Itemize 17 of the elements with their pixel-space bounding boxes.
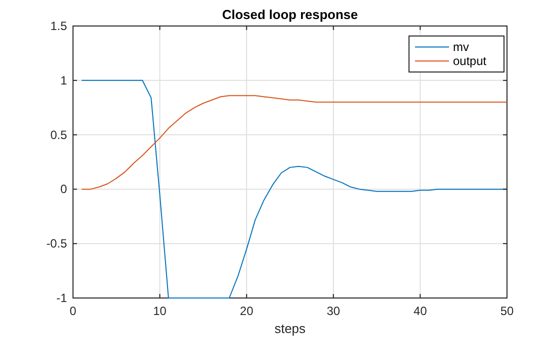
legend-label: mv bbox=[453, 40, 469, 54]
y-tick-label: 1 bbox=[60, 73, 68, 88]
x-tick-label: 20 bbox=[240, 304, 254, 318]
y-tick-label: 0 bbox=[60, 182, 68, 196]
line-series bbox=[81, 95, 507, 190]
x-tick-label: 40 bbox=[414, 304, 428, 318]
chart-title: Closed loop response bbox=[222, 7, 358, 22]
x-tick-label: 0 bbox=[70, 304, 77, 318]
legend-label: output bbox=[453, 54, 488, 68]
x-axis-title: steps bbox=[274, 321, 306, 336]
y-tick-label: -1 bbox=[56, 291, 68, 305]
x-tick-label: 10 bbox=[153, 304, 167, 318]
y-tick-label: -0.5 bbox=[46, 236, 68, 251]
y-tick-label: 0.5 bbox=[50, 128, 68, 142]
x-tick-label: 30 bbox=[326, 304, 340, 318]
x-tick-label: 50 bbox=[500, 304, 514, 318]
y-tick-label: 1.5 bbox=[50, 19, 68, 33]
